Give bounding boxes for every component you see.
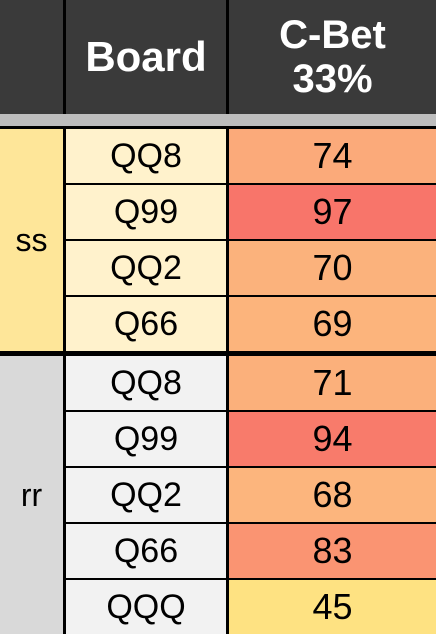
header-board: Board: [66, 0, 226, 114]
group-label-rr: rr: [0, 356, 63, 634]
cbet-value-cell: 68: [229, 468, 436, 522]
header-board-label: Board: [85, 33, 207, 80]
board-cell: QQ2: [66, 241, 226, 295]
board-cell: QQ2: [66, 468, 226, 522]
cbet-value-cell: 83: [229, 524, 436, 578]
board-cell: QQ8: [66, 356, 226, 410]
cbet-value-cell: 74: [229, 129, 436, 183]
header-separator: [0, 114, 436, 126]
header-cbet-line1: C-Bet: [279, 13, 386, 57]
board-cell: Q66: [66, 524, 226, 578]
group-label-ss: ss: [0, 129, 63, 351]
board-cell: Q66: [66, 297, 226, 351]
header-cbet-line2: 33%: [292, 57, 373, 101]
cbet-value-cell: 94: [229, 412, 436, 466]
board-cell: QQQ: [66, 580, 226, 634]
board-cell: QQ8: [66, 129, 226, 183]
cbet-value-cell: 45: [229, 580, 436, 634]
board-cell: Q99: [66, 412, 226, 466]
cbet-value-cell: 69: [229, 297, 436, 351]
header-cbet: C-Bet 33%: [229, 0, 436, 114]
header-empty-cell: [0, 0, 63, 114]
cbet-value-cell: 70: [229, 241, 436, 295]
cbet-value-cell: 71: [229, 356, 436, 410]
cbet-value-cell: 97: [229, 185, 436, 239]
board-cell: Q99: [66, 185, 226, 239]
